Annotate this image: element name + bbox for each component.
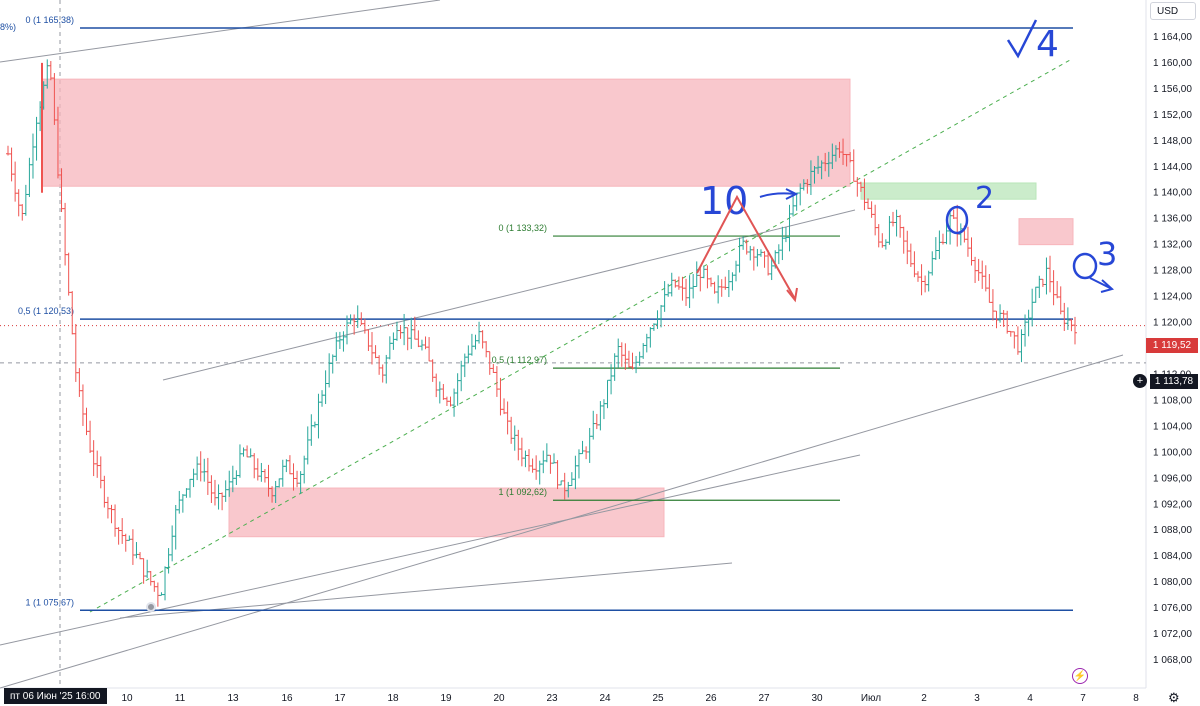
x-tick-label: 2 xyxy=(921,693,927,704)
y-tick-label: 1 144,00 xyxy=(1153,162,1192,173)
hand-circle xyxy=(1072,252,1098,280)
y-tick-label: 1 164,00 xyxy=(1153,32,1192,43)
x-tick-label: 11 xyxy=(175,693,186,704)
x-tick-label: 18 xyxy=(387,693,399,704)
x-tick-label: 16 xyxy=(281,693,293,704)
y-tick-label: 1 096,00 xyxy=(1153,473,1192,484)
y-tick-label: 1 068,00 xyxy=(1153,655,1192,666)
fib-level-label: 0 (1 133,32) xyxy=(498,223,547,233)
y-tick-label: 1 124,00 xyxy=(1153,292,1192,303)
fib-edge-label: 8%) xyxy=(0,22,16,32)
x-tick-label: 24 xyxy=(599,693,611,704)
y-tick-label: 1 148,00 xyxy=(1153,136,1192,147)
x-tick-label: 30 xyxy=(811,693,823,704)
x-tick-label: 8 xyxy=(1133,693,1139,704)
hand-arrow xyxy=(759,188,799,200)
y-tick-label: 1 088,00 xyxy=(1153,525,1192,536)
currency-selector[interactable]: USD xyxy=(1150,2,1196,20)
zone-rect xyxy=(860,182,1037,200)
fib-level-label: 1 (1 092,62) xyxy=(498,487,547,497)
fib-layer: 0 (1 165,38) 0,5 (1 120,53) 1 (1 075,67) 8%… xyxy=(0,15,1073,612)
y-tick-label: 1 072,00 xyxy=(1153,629,1192,640)
fib-level-label: 1 (1 075,67) xyxy=(25,597,74,607)
fib-level-label: 0,5 (1 112,97) xyxy=(492,355,547,365)
fib-level-label: 0 (1 165,38) xyxy=(25,15,74,25)
zone-rect xyxy=(41,78,851,187)
x-tick-label: 17 xyxy=(334,693,346,704)
x-tick-label: 7 xyxy=(1080,693,1086,704)
x-tick-label: 3 xyxy=(974,693,980,704)
currency-label: USD xyxy=(1157,5,1179,17)
x-tick-label: Июл xyxy=(861,693,881,704)
last-price-badge: 1 119,52 xyxy=(1146,338,1198,353)
handwriting-label: 2 xyxy=(975,181,994,216)
x-tick-label: 27 xyxy=(758,693,770,704)
hand-check xyxy=(1006,19,1038,59)
x-tick-label: 26 xyxy=(705,693,717,704)
y-tick-label: 1 092,00 xyxy=(1153,499,1192,510)
trendline xyxy=(0,354,1124,689)
gear-icon[interactable]: ⚙ xyxy=(1168,690,1180,705)
cursor-price-badge: 1 113,78 xyxy=(1150,374,1198,389)
trendline xyxy=(0,0,441,63)
x-tick-label: 4 xyxy=(1027,693,1033,704)
x-tick-label: 20 xyxy=(493,693,505,704)
handwriting-label: 10 xyxy=(700,179,748,223)
y-tick-label: 1 152,00 xyxy=(1153,110,1192,121)
x-tick-label: 13 xyxy=(227,693,239,704)
x-tick-label: 23 xyxy=(546,693,558,704)
annotations-layer: 10 2 3 4 xyxy=(696,19,1117,303)
lightning-icon[interactable]: ⚡ xyxy=(1072,668,1088,684)
trendline xyxy=(119,562,733,619)
hand-arrow xyxy=(1089,277,1115,293)
y-tick-label: 1 160,00 xyxy=(1153,58,1192,69)
y-tick-label: 1 108,00 xyxy=(1153,395,1192,406)
y-tick-label: 1 156,00 xyxy=(1153,84,1192,95)
y-tick-label: 1 100,00 xyxy=(1153,447,1192,458)
y-tick-label: 1 136,00 xyxy=(1153,214,1192,225)
add-alert-icon[interactable]: + xyxy=(1133,374,1147,388)
hand-circle xyxy=(945,205,969,235)
zone-rect xyxy=(1018,218,1074,246)
projection-arrowhead xyxy=(786,287,798,303)
handwriting-label: 4 xyxy=(1036,24,1059,65)
y-tick-label: 1 140,00 xyxy=(1153,188,1192,199)
x-tick-label: 19 xyxy=(440,693,452,704)
y-tick-label: 1 076,00 xyxy=(1153,603,1192,614)
trendline xyxy=(0,454,861,646)
ohlc-bars xyxy=(6,59,1077,607)
event-marker-icon[interactable] xyxy=(146,602,156,612)
y-tick-label: 1 120,00 xyxy=(1153,318,1192,329)
x-tick-label: 25 xyxy=(652,693,664,704)
date-badge: пт 06 Июн '25 16:00 xyxy=(4,688,107,704)
y-axis: 1 168,001 164,001 160,001 156,001 152,00… xyxy=(1153,6,1192,666)
y-tick-label: 1 104,00 xyxy=(1153,421,1192,432)
y-tick-label: 1 084,00 xyxy=(1153,551,1192,562)
fib-level-label: 0,5 (1 120,53) xyxy=(18,306,74,316)
fib-trend-dashed xyxy=(89,59,1071,613)
y-tick-label: 1 132,00 xyxy=(1153,240,1192,251)
y-tick-label: 1 128,00 xyxy=(1153,266,1192,277)
handwriting-label: 3 xyxy=(1097,235,1117,273)
x-tick-label: 10 xyxy=(121,693,133,704)
y-tick-label: 1 080,00 xyxy=(1153,577,1192,588)
x-axis: 10 11 13 16 17 18 19 20 23 24 25 26 27 30 Июл 2 3 4 7 8 xyxy=(121,693,1139,704)
projection-arrow xyxy=(696,194,796,300)
